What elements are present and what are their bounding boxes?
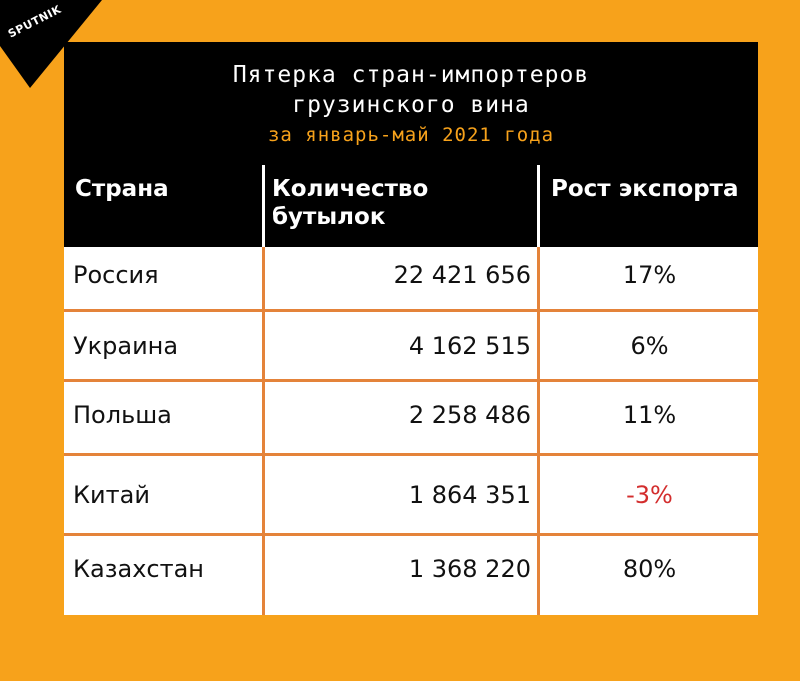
header-quantity: Количество бутылок [272,175,428,231]
column-divider [537,247,540,615]
row-divider [64,379,758,382]
logo-shape [0,0,102,88]
header-growth: Рост экспорта [551,176,739,202]
country-cell: Украина [73,332,179,360]
header-separator [537,165,540,247]
growth-cell: 80% [622,555,677,583]
sputnik-logo: SPUTNIK [0,0,110,100]
country-cell: Польша [73,401,172,429]
header-quantity-line-1: Количество [272,176,429,202]
growth-cell-negative: -3% [626,481,673,509]
growth-cell: 17% [622,261,677,289]
title-subtitle: за январь-май 2021 года [267,124,555,146]
header-quantity-line-2: бутылок [272,204,386,230]
table-header: Страна Количество бутылок Рост экспорта [64,165,758,247]
title-block: Пятерка стран-импортеров грузинского вин… [64,42,758,165]
quantity-cell: 1 864 351 [408,481,531,509]
header-separator [262,165,265,247]
country-cell: Китай [73,481,150,509]
growth-cell: 11% [622,401,677,429]
row-divider [64,309,758,312]
header-country: Страна [75,176,169,202]
title-line-1: Пятерка стран-импортеров [232,62,590,88]
quantity-cell: 4 162 515 [408,332,531,360]
country-cell: Россия [73,261,159,289]
title-line-2: грузинского вина [292,92,530,118]
row-divider [64,453,758,456]
row-divider [64,533,758,536]
quantity-cell: 22 421 656 [393,261,531,289]
country-cell: Казахстан [73,555,204,583]
quantity-cell: 1 368 220 [408,555,531,583]
table-card: Пятерка стран-импортеров грузинского вин… [64,42,758,615]
growth-cell: 6% [630,332,669,360]
column-divider [262,247,265,615]
quantity-cell: 2 258 486 [408,401,531,429]
